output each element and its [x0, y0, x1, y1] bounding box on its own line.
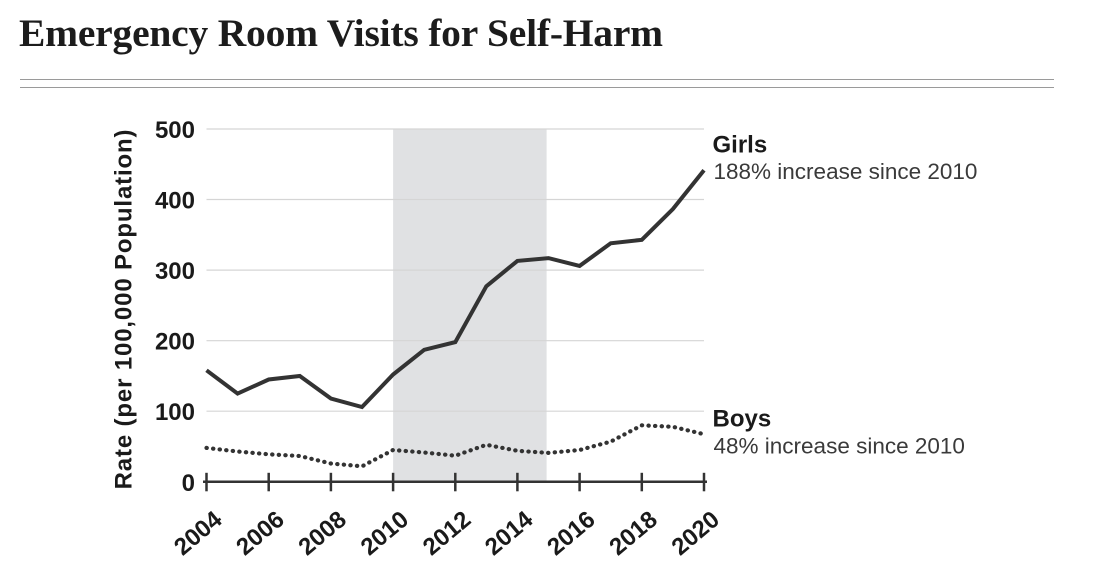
svg-text:100: 100	[155, 399, 195, 426]
svg-text:500: 500	[155, 117, 195, 144]
svg-text:Rate (per 100,000 Population): Rate (per 100,000 Population)	[111, 129, 138, 490]
svg-text:2014: 2014	[480, 505, 539, 560]
svg-text:Boys: Boys	[713, 406, 772, 433]
svg-text:188% increase since 2010: 188% increase since 2010	[714, 159, 978, 184]
svg-text:2018: 2018	[604, 506, 662, 561]
svg-text:48% increase since 2010: 48% increase since 2010	[714, 434, 965, 459]
svg-text:2016: 2016	[542, 506, 600, 561]
svg-text:0: 0	[182, 470, 195, 497]
svg-text:2004: 2004	[169, 505, 228, 560]
svg-text:2010: 2010	[356, 506, 414, 561]
svg-text:2020: 2020	[667, 506, 725, 561]
svg-text:200: 200	[155, 329, 195, 356]
svg-text:300: 300	[155, 258, 195, 285]
svg-text:Girls: Girls	[713, 131, 768, 158]
svg-text:2006: 2006	[231, 506, 289, 561]
svg-text:2012: 2012	[418, 506, 476, 561]
svg-text:400: 400	[155, 188, 195, 215]
svg-text:2008: 2008	[294, 506, 352, 561]
